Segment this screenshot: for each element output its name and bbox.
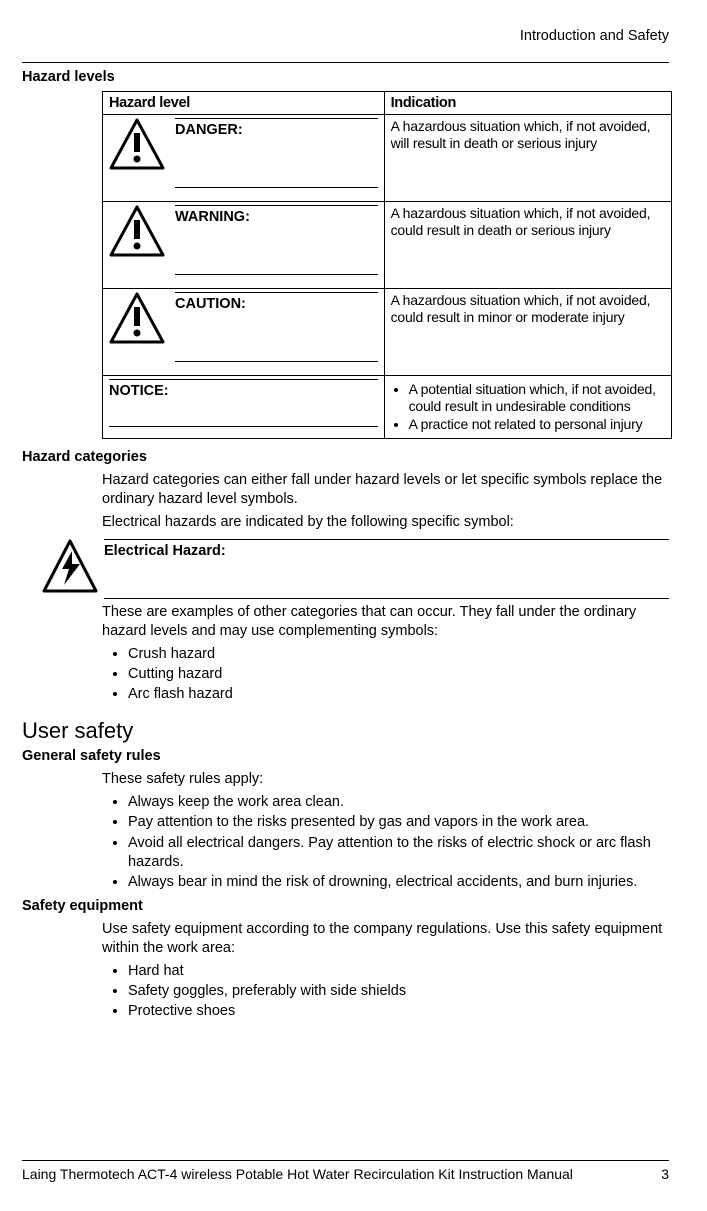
header-rule [22, 62, 669, 63]
heading-hazard-categories: Hazard categories [22, 449, 669, 465]
cat-para-3: These are examples of other categories t… [102, 603, 669, 641]
equip-bullet-1: Hard hat [128, 962, 669, 981]
heading-general-rules: General safety rules [22, 748, 669, 764]
cat-bullet-3: Arc flash hazard [128, 685, 669, 704]
cat-para-1: Hazard categories can either fall under … [102, 471, 669, 509]
page-footer: Laing Thermotech ACT-4 wireless Potable … [22, 1160, 669, 1183]
gen-bullet-2: Pay attention to the risks presented by … [128, 813, 669, 832]
gen-bullet-1: Always keep the work area clean. [128, 793, 669, 812]
electrical-hazard-label: Electrical Hazard: [104, 539, 669, 599]
notice-label: NOTICE: [109, 379, 378, 427]
warning-triangle-icon [109, 205, 169, 257]
electrical-hazard-icon [42, 539, 98, 593]
cat-examples-list: Crush hazard Cutting hazard Arc flash ha… [102, 645, 669, 704]
equip-bullet-2: Safety goggles, preferably with side shi… [128, 982, 669, 1001]
row-danger: DANGER: A hazardous situation which, if … [103, 115, 672, 202]
cat-bullet-2: Cutting hazard [128, 665, 669, 684]
general-rules-intro: These safety rules apply: [102, 770, 669, 789]
heading-user-safety: User safety [22, 718, 669, 744]
row-caution: CAUTION: A hazardous situation which, if… [103, 289, 672, 376]
gen-bullet-4: Always bear in mind the risk of drowning… [128, 873, 669, 892]
caution-label: CAUTION: [175, 292, 378, 362]
equip-bullet-3: Protective shoes [128, 1002, 669, 1021]
safety-equip-list: Hard hat Safety goggles, preferably with… [102, 962, 669, 1021]
safety-equip-intro: Use safety equipment according to the co… [102, 920, 669, 958]
notice-bullet-2: A practice not related to personal injur… [409, 416, 665, 433]
caution-indication: A hazardous situation which, if not avoi… [384, 289, 671, 376]
row-warning: WARNING: A hazardous situation which, if… [103, 202, 672, 289]
cat-para-2: Electrical hazards are indicated by the … [102, 513, 669, 532]
warning-triangle-icon [109, 292, 169, 344]
th-indication: Indication [384, 92, 671, 115]
footer-page-number: 3 [641, 1165, 669, 1183]
notice-indication: A potential situation which, if not avoi… [384, 376, 671, 439]
cat-bullet-1: Crush hazard [128, 645, 669, 664]
warning-indication: A hazardous situation which, if not avoi… [384, 202, 671, 289]
general-rules-list: Always keep the work area clean. Pay att… [102, 793, 669, 892]
heading-hazard-levels: Hazard levels [22, 69, 669, 85]
th-hazard-level: Hazard level [103, 92, 385, 115]
warning-triangle-icon [109, 118, 169, 170]
heading-safety-equipment: Safety equipment [22, 898, 669, 914]
row-notice: NOTICE: A potential situation which, if … [103, 376, 672, 439]
warning-label: WARNING: [175, 205, 378, 275]
danger-indication: A hazardous situation which, if not avoi… [384, 115, 671, 202]
danger-label: DANGER: [175, 118, 378, 188]
notice-bullet-1: A potential situation which, if not avoi… [409, 381, 665, 415]
footer-manual-title: Laing Thermotech ACT-4 wireless Potable … [22, 1165, 573, 1183]
gen-bullet-3: Avoid all electrical dangers. Pay attent… [128, 834, 669, 872]
hazard-levels-table: Hazard level Indication DANGE [102, 91, 672, 439]
running-header: Introduction and Safety [22, 28, 669, 44]
electrical-hazard-box: Electrical Hazard: [42, 539, 669, 599]
